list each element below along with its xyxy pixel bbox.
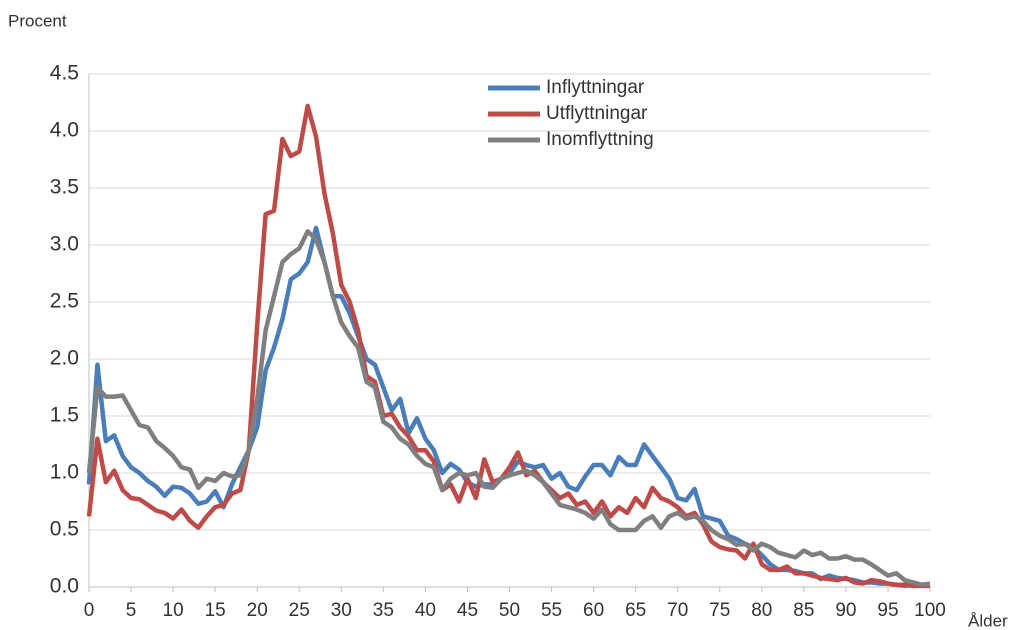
legend-label: Inomflyttning bbox=[546, 129, 654, 150]
series-line bbox=[86, 225, 931, 589]
y-tick-label: 2.0 bbox=[50, 347, 79, 370]
x-tick-label: 55 bbox=[541, 600, 562, 621]
series-line bbox=[86, 229, 931, 587]
legend-label: Utflyttningar bbox=[546, 103, 648, 124]
x-tick-label: 5 bbox=[126, 600, 137, 621]
x-tick-label: 40 bbox=[415, 600, 436, 621]
y-tick-label: 3.5 bbox=[50, 176, 79, 199]
y-tick-label: 1.0 bbox=[50, 461, 79, 484]
x-tick-label: 25 bbox=[289, 600, 310, 621]
x-tick-label: 75 bbox=[709, 600, 730, 621]
x-tick-label: 85 bbox=[793, 600, 814, 621]
x-tick-label: 15 bbox=[205, 600, 226, 621]
series-line bbox=[86, 103, 930, 589]
x-tick-label: 45 bbox=[457, 600, 478, 621]
x-tick-label: 80 bbox=[751, 600, 772, 621]
y-tick-label: 1.5 bbox=[50, 404, 79, 427]
x-tick-label: 10 bbox=[163, 600, 184, 621]
x-tick-label: 0 bbox=[84, 600, 95, 621]
x-tick-label: 90 bbox=[835, 600, 856, 621]
x-tick-label: 70 bbox=[667, 600, 688, 621]
x-tick-label: 65 bbox=[625, 600, 646, 621]
y-axis-label: Procent bbox=[8, 11, 67, 30]
y-tick-label: 3.0 bbox=[50, 233, 79, 256]
x-tick-label: 35 bbox=[373, 600, 394, 621]
x-tick-label: 60 bbox=[583, 600, 604, 621]
y-tick-label: 4.5 bbox=[50, 62, 79, 85]
x-tick-label: 20 bbox=[247, 600, 268, 621]
legend-label: Inflyttningar bbox=[546, 77, 645, 98]
x-tick-label: 100 bbox=[914, 600, 946, 621]
y-tick-label: 2.5 bbox=[50, 290, 79, 313]
y-tick-label: 0.0 bbox=[50, 575, 79, 598]
x-tick-label: 95 bbox=[877, 600, 898, 621]
x-tick-label: 50 bbox=[499, 600, 520, 621]
y-tick-label: 4.0 bbox=[50, 119, 79, 142]
x-axis-label: Ålder bbox=[968, 611, 1008, 630]
y-tick-label: 0.5 bbox=[50, 518, 79, 541]
x-tick-label: 30 bbox=[331, 600, 352, 621]
